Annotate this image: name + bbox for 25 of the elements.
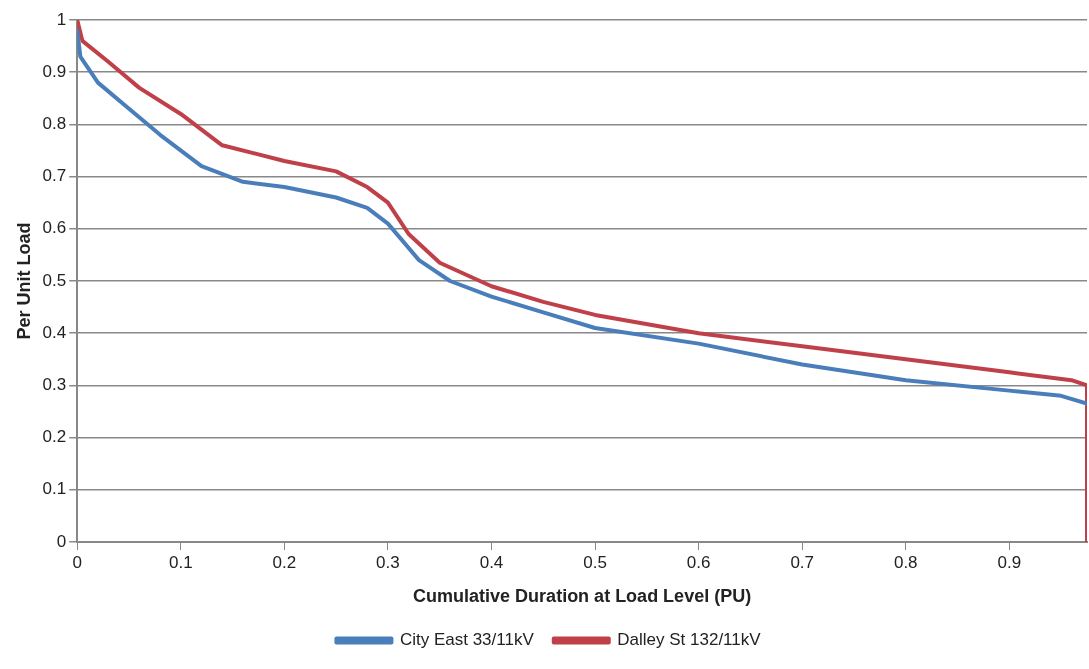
- x-tick-label: 0.8: [893, 552, 918, 572]
- y-tick-label: 0.3: [42, 375, 67, 395]
- x-tick-label: 0.6: [686, 552, 711, 572]
- y-tick-label: 0: [56, 531, 67, 551]
- y-axis-title: Per Unit Load: [13, 222, 34, 340]
- y-tick-label: 0.6: [42, 218, 67, 238]
- y-tick-label: 0.1: [42, 479, 67, 499]
- y-tick-label: 0.8: [42, 114, 67, 134]
- legend-label: Dalley St 132/11kV: [617, 630, 762, 650]
- y-tick-label: 1: [56, 9, 67, 29]
- y-tick-label: 0.9: [42, 61, 67, 81]
- y-tick-label: 0.7: [42, 166, 67, 186]
- x-tick-label: 0.2: [272, 552, 297, 572]
- y-tick-label: 0.4: [42, 322, 67, 342]
- x-tick-label: 0.7: [790, 552, 815, 572]
- x-tick-label: 0.1: [168, 552, 193, 572]
- x-tick-label: 0.3: [376, 552, 400, 572]
- y-tick-label: 0.5: [42, 270, 67, 290]
- x-tick-label: 0.4: [479, 552, 504, 572]
- x-tick-label: 0: [72, 552, 82, 572]
- x-axis-title: Cumulative Duration at Load Level (PU): [413, 586, 752, 607]
- legend-label: City East 33/11kV: [399, 630, 535, 650]
- y-tick-label: 0.2: [42, 427, 67, 447]
- x-tick-label: 0.9: [997, 552, 1022, 572]
- x-tick-label: 0.5: [583, 552, 607, 572]
